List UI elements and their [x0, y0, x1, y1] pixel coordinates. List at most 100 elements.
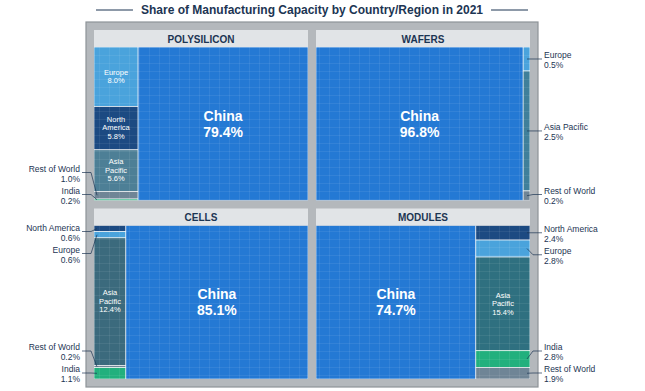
outside-name: North America — [26, 223, 80, 233]
tile-name: AsiaPacific — [105, 157, 127, 175]
treemap-tile — [316, 226, 476, 380]
title-rule — [96, 10, 133, 11]
tile-name: AsiaPacific — [492, 291, 514, 309]
treemap-tile — [94, 232, 126, 238]
outside-value: 1.9% — [544, 374, 564, 384]
treemap-tile — [126, 226, 308, 380]
treemap-tile — [523, 191, 530, 201]
leader-line — [527, 130, 542, 131]
cell-texture — [316, 47, 530, 201]
leader-line — [527, 249, 542, 255]
tile-value: 74.7% — [376, 302, 416, 318]
treemap-tile — [94, 368, 126, 379]
panel-frame — [86, 22, 538, 387]
treemap-tile — [94, 199, 138, 200]
outside-name: Rest of World — [29, 164, 81, 174]
treemap-tile — [94, 366, 126, 368]
labels: China96.8% Europe0.5% Asia Pacific2.5% Rest… — [400, 50, 596, 206]
leader-line — [527, 195, 542, 196]
cell-texture — [94, 226, 308, 380]
outside-name: Europe — [544, 50, 572, 60]
leader-line — [527, 232, 542, 233]
title-rule — [491, 10, 528, 11]
outside-value: 0.2% — [61, 352, 81, 362]
treemap-tile — [94, 238, 126, 366]
tile-value: 8.0% — [107, 76, 124, 85]
tile-value: 5.6% — [107, 174, 124, 183]
outside-name: Europe — [544, 246, 572, 256]
treemap-tile — [476, 257, 530, 350]
panel: CELLSChina85.1%AsiaPacific12.4%North Ame… — [26, 209, 308, 385]
panel-header — [94, 209, 308, 226]
tile-value: 5.8% — [107, 132, 124, 141]
leader-line — [527, 373, 542, 374]
panel-title: MODULES — [398, 212, 448, 223]
outside-value: 0.5% — [544, 60, 564, 70]
treemap-tile — [138, 47, 308, 201]
leader-line — [82, 373, 97, 374]
tile-name: AsiaPacific — [99, 288, 121, 306]
outside-value: 2.8% — [544, 256, 564, 266]
treemap-tile — [476, 350, 530, 367]
panel-header — [94, 30, 308, 47]
outside-value: 2.8% — [544, 352, 564, 362]
tile-name: China — [204, 108, 243, 124]
outside-name: India — [62, 364, 81, 374]
panel: POLYSILICONChina79.4%Europe8.0%NorthAmer… — [29, 30, 308, 206]
treemap-tile — [476, 240, 530, 257]
panel: WAFERSChina96.8%Europe0.5%Asia Pacific2.… — [316, 30, 596, 206]
outside-name: Rest of World — [29, 342, 81, 352]
outside-name: Rest of World — [544, 186, 596, 196]
tile-value: 96.8% — [400, 124, 440, 140]
tile-name: China — [376, 286, 415, 302]
treemap-tile — [94, 107, 138, 150]
leader-line — [82, 173, 97, 196]
outside-value: 1.1% — [61, 374, 81, 384]
panel-header — [316, 209, 530, 226]
cell-texture — [316, 226, 530, 380]
plot-area — [94, 47, 308, 201]
treemap-tile — [476, 226, 530, 241]
outside-name: India — [62, 186, 81, 196]
tile-value: 15.4% — [492, 308, 514, 317]
cell-texture — [94, 47, 308, 201]
treemap-tile — [316, 47, 523, 201]
outside-value: 0.2% — [544, 196, 564, 206]
treemap-tile — [94, 226, 126, 232]
labels: China79.4%Europe8.0%NorthAmerica5.8%Asia… — [29, 68, 244, 206]
leader-line — [527, 58, 542, 59]
leader-line — [82, 235, 97, 254]
tile-value: 12.4% — [99, 305, 121, 314]
outside-value: 2.5% — [544, 132, 564, 142]
outside-value: 2.4% — [544, 234, 564, 244]
plot-area — [316, 47, 530, 201]
outside-value: 0.6% — [61, 233, 81, 243]
outside-name: North America — [544, 224, 598, 234]
tile-name: NorthAmerica — [102, 115, 130, 133]
leader-line — [527, 351, 542, 359]
outside-value: 1.0% — [61, 174, 81, 184]
leader-line — [82, 229, 97, 232]
treemap-tile — [476, 367, 530, 379]
outside-name: India — [544, 342, 563, 352]
plot-area — [94, 226, 308, 380]
tile-value: 79.4% — [203, 124, 243, 140]
plot-area — [316, 226, 530, 380]
outside-name: Rest of World — [544, 364, 596, 374]
outside-name: Europe — [53, 245, 81, 255]
outside-value: 0.6% — [61, 255, 81, 265]
panel-title: CELLS — [185, 212, 218, 223]
leader-line — [82, 195, 97, 200]
panel-header — [316, 30, 530, 47]
chart-canvas: Share of Manufacturing Capacity by Count… — [0, 0, 645, 391]
tile-name: China — [197, 286, 236, 302]
treemap-tile — [94, 150, 138, 192]
panel: MODULES China74.7% AsiaPacific15.4% North A… — [316, 209, 598, 385]
panel-title: POLYSILICON — [168, 34, 235, 45]
outside-name: Asia Pacific — [544, 122, 589, 132]
treemap-tile — [94, 192, 138, 199]
treemap-tile — [94, 47, 138, 107]
labels: China74.7%AsiaPacific15.4%North America2… — [376, 224, 598, 384]
tile-name: China — [400, 108, 439, 124]
labels: China85.1%AsiaPacific12.4%North America0… — [26, 223, 237, 385]
